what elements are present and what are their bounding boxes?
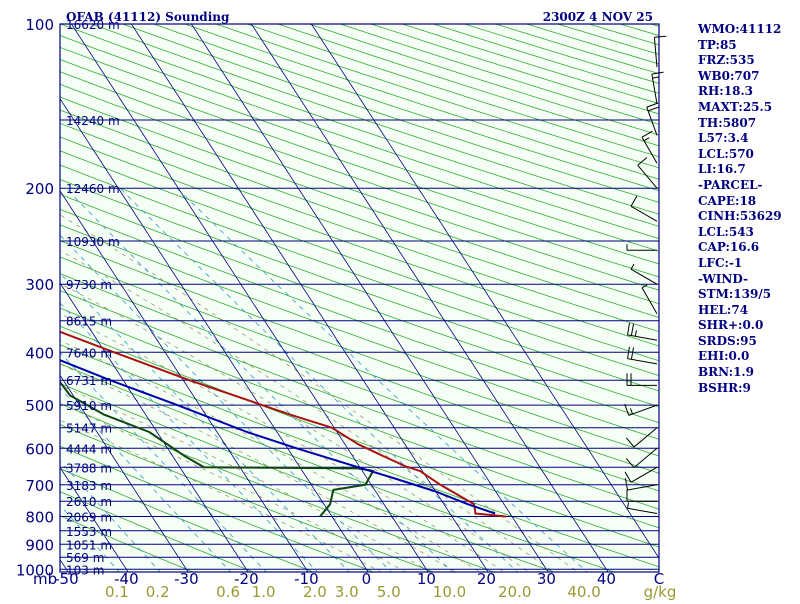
index-entry: WB0:707	[698, 69, 798, 85]
pressure-tick-label: 600	[25, 440, 54, 458]
index-entry: SHR+:0.0	[698, 318, 798, 334]
temperature-tick-label: 0	[362, 570, 372, 588]
height-label: 9730 m	[66, 278, 112, 292]
index-entry: LI:16.7	[698, 162, 798, 178]
pressure-tick-label: 500	[25, 397, 54, 415]
index-entry: BSHR:9	[698, 381, 798, 397]
pressure-tick-label: 100	[25, 16, 54, 34]
height-label: 5910 m	[66, 399, 112, 413]
mixing-ratio-unit: g/kg	[644, 583, 677, 600]
index-entry: HEL:74	[698, 303, 798, 319]
mixing-ratio-label: 40.0	[567, 583, 600, 600]
height-label: 12460 m	[66, 182, 120, 196]
index-entry: RH:18.3	[698, 84, 798, 100]
index-entry: EHI:0.0	[698, 349, 798, 365]
temperature-tick-label: -30	[174, 570, 199, 588]
chart-title: OFAB (41112) Sounding	[66, 10, 230, 24]
index-entry: CAPE:18	[698, 194, 798, 210]
mixing-ratio-label: 0.6	[216, 583, 240, 600]
index-entry: TH:5807	[698, 116, 798, 132]
chart-time: 2300Z 4 NOV 25	[543, 10, 653, 24]
height-label: 14240 m	[66, 114, 120, 128]
mixing-ratio-label: 1.0	[252, 583, 276, 600]
temperature-tick-label: 30	[537, 570, 556, 588]
index-entry: L57:3.4	[698, 131, 798, 147]
pressure-tick-label: 900	[25, 536, 54, 554]
index-entry: STM:139/5	[698, 287, 798, 303]
index-entry: -PARCEL-	[698, 178, 798, 194]
index-entry: MAXT:25.5	[698, 100, 798, 116]
height-label: 2069 m	[66, 511, 112, 525]
height-label: 5147 m	[66, 422, 112, 436]
pressure-tick-label: 200	[25, 180, 54, 198]
index-entry: -WIND-	[698, 272, 798, 288]
pressure-tick-label: 400	[25, 344, 54, 362]
height-label: 10930 m	[66, 235, 120, 249]
index-entry: LCL:570	[698, 147, 798, 163]
index-entry: WMO:41112	[698, 22, 798, 38]
isotherm	[0, 12, 14, 581]
index-entry: CINH:53629	[698, 209, 798, 225]
pressure-tick-label: 800	[25, 509, 54, 527]
height-label: 2610 m	[66, 495, 112, 509]
index-entry: LCL:543	[698, 225, 798, 241]
mixing-ratio-label: 3.0	[335, 583, 359, 600]
temperature-tick-label: 20	[477, 570, 496, 588]
height-label: 8615 m	[66, 315, 112, 329]
temperature-tick-label: -50	[54, 570, 79, 588]
height-label: 1051 m	[66, 538, 112, 552]
mixing-ratio-label: 2.0	[303, 583, 327, 600]
height-label: 7640 m	[66, 346, 112, 360]
pressure-tick-label: 300	[25, 276, 54, 294]
height-label: 4444 m	[66, 442, 112, 456]
index-entry: SRDS:95	[698, 334, 798, 350]
height-label: 1553 m	[66, 525, 112, 539]
height-label: 3788 m	[66, 461, 112, 475]
index-entry: BRN:1.9	[698, 365, 798, 381]
mixing-ratio-label: 0.2	[146, 583, 170, 600]
mixing-ratio-label: 10.0	[433, 583, 466, 600]
mixing-ratio-label: 20.0	[498, 583, 531, 600]
index-entry: TP:85	[698, 38, 798, 54]
index-entry: CAP:16.6	[698, 240, 798, 256]
index-entry: LFC:-1	[698, 256, 798, 272]
height-label: 3183 m	[66, 479, 112, 493]
index-entry: FRZ:535	[698, 53, 798, 69]
pressure-tick-label: 700	[25, 477, 54, 495]
height-label: 6731 m	[66, 374, 112, 388]
mixing-ratio-label: 0.1	[105, 583, 129, 600]
mixing-ratio-label: 5.0	[377, 583, 401, 600]
